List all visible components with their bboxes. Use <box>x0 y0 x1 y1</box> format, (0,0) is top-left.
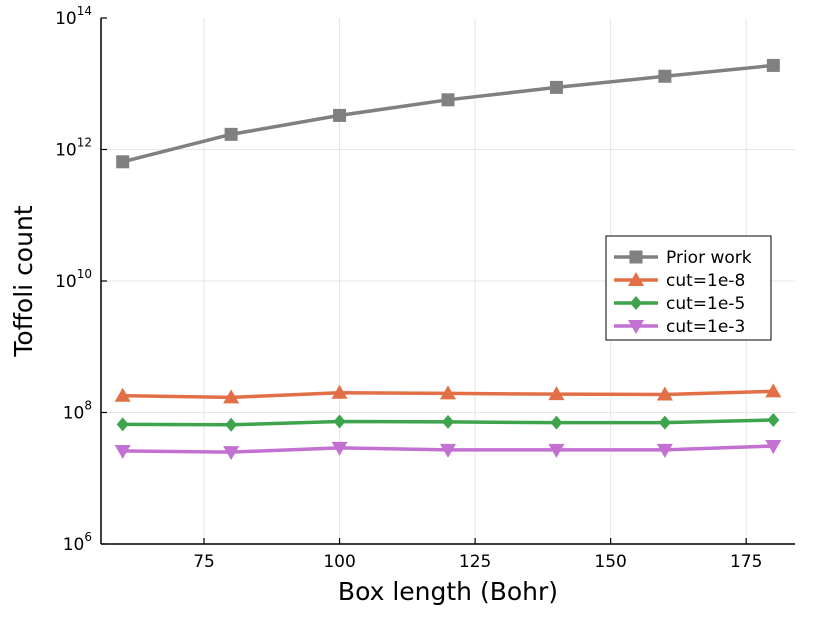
data-point <box>548 386 565 401</box>
data-point <box>765 439 782 454</box>
data-point <box>333 414 346 429</box>
y-tick-label: 106 <box>63 530 92 555</box>
legend-swatch-marker <box>629 250 643 264</box>
legend-item-3: cut=1e-3 <box>614 317 745 337</box>
data-point <box>549 80 563 94</box>
data-point <box>765 383 782 398</box>
data-point <box>331 441 348 456</box>
y-tick-base: 10 <box>55 272 77 292</box>
y-tick-exponent: 6 <box>84 530 92 544</box>
data-point <box>223 446 240 461</box>
y-tick-base: 10 <box>63 404 85 424</box>
legend-label: cut=1e-8 <box>666 271 745 291</box>
legend-label: cut=1e-3 <box>666 317 745 337</box>
data-point <box>548 443 565 458</box>
series-1 <box>114 383 782 404</box>
data-point <box>333 108 347 122</box>
y-tick-label: 108 <box>63 399 92 424</box>
data-point <box>656 443 673 458</box>
legend-item-0: Prior work <box>614 248 752 268</box>
legend-swatch-marker <box>628 272 644 286</box>
data-point <box>223 389 240 404</box>
legend-label: cut=1e-5 <box>666 294 745 314</box>
data-point <box>766 58 780 72</box>
y-tick-exponent: 10 <box>77 267 92 281</box>
data-point <box>114 444 131 459</box>
legend-label: Prior work <box>666 248 752 268</box>
series-0 <box>116 58 780 169</box>
y-tick-base: 10 <box>55 141 77 161</box>
y-tick-exponent: 8 <box>84 399 92 413</box>
y-tick-exponent: 12 <box>77 136 92 150</box>
series-2 <box>116 412 780 432</box>
y-tick-base: 10 <box>55 9 77 29</box>
data-point <box>656 386 673 401</box>
data-point <box>116 417 129 432</box>
data-point <box>658 415 671 430</box>
data-point <box>224 127 238 141</box>
series-layer <box>114 58 782 461</box>
series-3 <box>114 439 782 461</box>
x-tick-label: 150 <box>594 552 626 572</box>
y-tick-base: 10 <box>63 535 85 555</box>
data-point <box>767 412 780 427</box>
y-tick-label: 1012 <box>55 136 92 161</box>
y-tick-exponent: 14 <box>77 4 92 18</box>
data-point <box>550 415 563 430</box>
data-point <box>440 443 456 458</box>
x-tick-label: 175 <box>730 552 762 572</box>
x-tick-label: 125 <box>459 552 491 572</box>
data-point <box>658 69 672 83</box>
data-point <box>114 387 131 402</box>
data-point <box>331 384 348 399</box>
x-tick-label: 100 <box>323 552 355 572</box>
y-tick-label: 1010 <box>55 267 92 292</box>
y-axis-title: Toffoli count <box>9 205 38 357</box>
y-tick-label: 1014 <box>55 4 92 29</box>
data-point <box>116 155 130 169</box>
legend-swatch-marker <box>630 296 642 310</box>
legend-item-1: cut=1e-8 <box>614 271 745 291</box>
legend: Prior work cut=1e-8 cut=1e-5 cut=1e-3 <box>605 235 772 341</box>
data-point <box>442 414 454 429</box>
x-axis-title: Box length (Bohr) <box>338 577 558 606</box>
x-tick-label: 75 <box>193 552 215 572</box>
data-point <box>441 93 455 107</box>
legend-swatch-marker <box>628 320 644 334</box>
legend-item-2: cut=1e-5 <box>614 294 745 314</box>
series-line <box>122 63 774 164</box>
data-point <box>440 385 456 400</box>
data-point <box>225 417 238 432</box>
